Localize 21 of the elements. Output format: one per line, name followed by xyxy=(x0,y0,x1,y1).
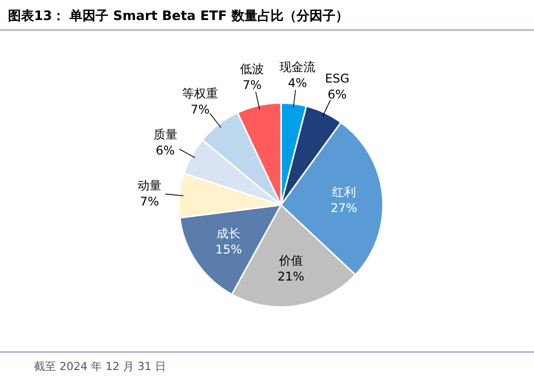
data-label: 4% xyxy=(288,76,308,90)
data-label: 15% xyxy=(215,242,242,257)
data-label: 21% xyxy=(278,269,304,284)
data-label: 27% xyxy=(330,201,358,216)
slice-label: 动量 xyxy=(138,178,162,193)
data-label: 7% xyxy=(140,194,160,209)
slice-label: 红利 xyxy=(332,185,356,200)
data-label: 7% xyxy=(242,78,262,92)
pie-slice xyxy=(178,172,282,219)
slice-label: 价值 xyxy=(278,253,303,268)
data-label: 7% xyxy=(190,102,210,117)
data-label: 6% xyxy=(328,88,347,102)
text: 截至 2024 年 12 月 31 日 xyxy=(34,360,166,373)
slice-label: 等权重 xyxy=(182,86,218,101)
slice-label: 成长 xyxy=(216,226,241,241)
chart-title: 图表13： 单因子 Smart Beta ETF 数量占比（分因子） xyxy=(8,8,348,24)
slice-label: 低波 xyxy=(240,62,264,76)
slice-label: 质量 xyxy=(153,127,178,142)
slice-label: ESG xyxy=(324,72,350,86)
slice-label: 现金流 xyxy=(280,60,316,74)
data-label: 6% xyxy=(156,143,175,158)
